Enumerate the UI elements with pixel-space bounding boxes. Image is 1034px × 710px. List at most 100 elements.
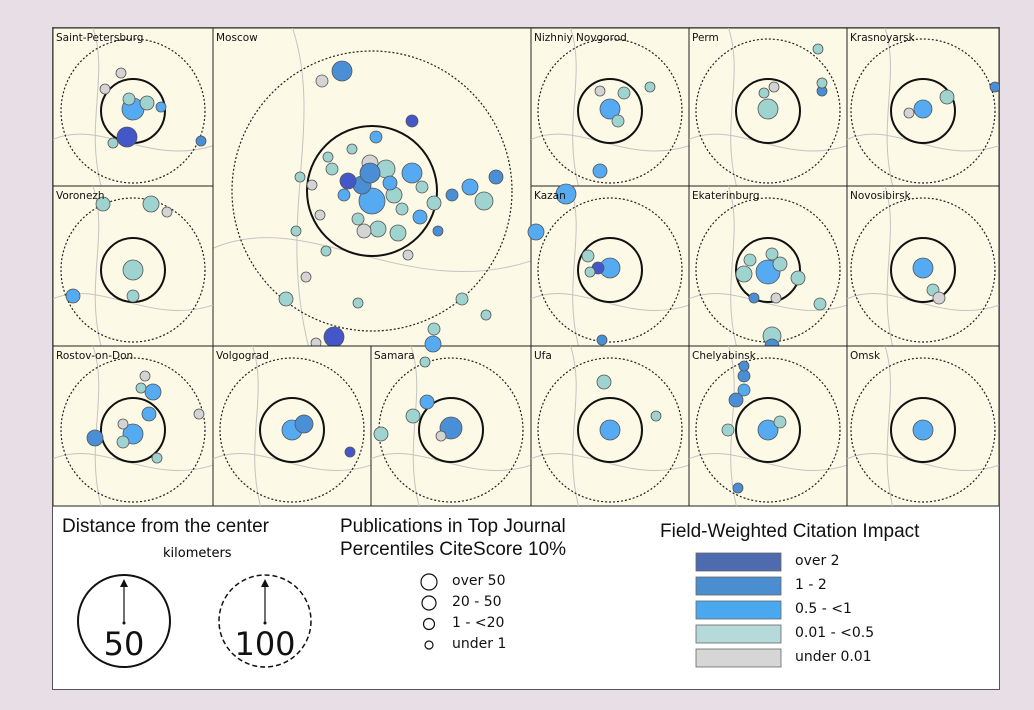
ring-50km bbox=[577, 237, 643, 303]
ring-50km bbox=[890, 397, 956, 463]
research-institution-marker bbox=[369, 220, 387, 238]
city-label-nizhniy-novgorod: Nizhniy Novgorod bbox=[534, 32, 627, 44]
research-institution-marker bbox=[932, 291, 946, 305]
research-institution-marker bbox=[122, 92, 136, 106]
research-institution-marker bbox=[480, 309, 492, 321]
research-institution-marker bbox=[650, 410, 662, 422]
distance-legend-circle-50: 50 bbox=[77, 574, 171, 668]
ring-100km bbox=[695, 357, 841, 503]
city-panel-voronezh: Voronezh bbox=[52, 185, 214, 347]
research-institution-marker bbox=[352, 297, 364, 309]
city-label-rostov-on-don: Rostov-on-Don bbox=[56, 350, 133, 362]
city-panel-saint-petersburg: Saint-Petersburg bbox=[52, 27, 214, 187]
city-panel-moscow: Moscow bbox=[212, 27, 532, 349]
research-institution-marker bbox=[115, 67, 127, 79]
ring-100km bbox=[850, 357, 996, 503]
research-institution-marker bbox=[346, 143, 358, 155]
research-institution-marker bbox=[772, 256, 788, 272]
ring-50km bbox=[890, 237, 956, 303]
research-institution-marker bbox=[816, 77, 828, 89]
research-institution-marker bbox=[419, 356, 431, 368]
research-institution-marker bbox=[373, 426, 389, 442]
ring-100km bbox=[219, 357, 365, 503]
research-institution-marker bbox=[351, 212, 365, 226]
research-institution-marker bbox=[989, 81, 1001, 93]
ring-100km bbox=[60, 357, 206, 503]
research-institution-marker bbox=[419, 394, 435, 410]
region-boundary bbox=[728, 27, 737, 187]
research-institution-marker bbox=[155, 101, 167, 113]
arrow-head bbox=[261, 579, 269, 587]
city-panel-perm: Perm bbox=[688, 27, 848, 187]
ring-50km bbox=[259, 397, 325, 463]
city-panel-ufa: Ufa bbox=[530, 345, 690, 507]
research-institution-marker bbox=[369, 130, 383, 144]
research-institution-marker bbox=[382, 175, 398, 191]
fwci-legend-title: Field-Weighted Citation Impact bbox=[660, 521, 920, 542]
fwci-legend-0-5-1-label: 0.5 - <1 bbox=[795, 601, 852, 617]
research-institution-marker bbox=[117, 418, 129, 430]
city-panel-rostov-on-don: Rostov-on-Don bbox=[52, 345, 214, 507]
research-institution-marker bbox=[278, 291, 294, 307]
research-institution-marker bbox=[300, 271, 312, 283]
fwci-legend-over-2-label: over 2 bbox=[795, 553, 840, 569]
research-institution-marker bbox=[344, 446, 356, 458]
city-label-ekaterinburg: Ekaterinburg bbox=[692, 190, 760, 202]
research-institution-marker bbox=[790, 270, 806, 286]
research-institution-marker bbox=[721, 423, 735, 437]
research-institution-marker bbox=[135, 382, 147, 394]
research-institution-marker bbox=[358, 187, 386, 215]
research-institution-marker bbox=[728, 392, 744, 408]
city-label-krasnoyarsk: Krasnoyarsk bbox=[850, 32, 916, 44]
research-institution-marker bbox=[592, 163, 608, 179]
research-institution-marker bbox=[527, 223, 545, 241]
region-boundary bbox=[252, 345, 261, 507]
research-institution-marker bbox=[488, 169, 504, 185]
research-institution-marker bbox=[757, 419, 779, 441]
research-institution-marker bbox=[193, 408, 205, 420]
distance-legend-title: Distance from the center bbox=[62, 516, 269, 537]
ring-50km bbox=[890, 78, 956, 144]
ring-100km bbox=[60, 38, 206, 184]
ring-50km bbox=[577, 78, 643, 144]
research-institution-marker bbox=[757, 98, 779, 120]
research-institution-marker bbox=[644, 81, 656, 93]
arrow-head bbox=[120, 579, 128, 587]
city-label-ufa: Ufa bbox=[534, 350, 552, 362]
research-institution-marker bbox=[738, 360, 750, 372]
ring-100km bbox=[537, 197, 683, 343]
publications-size-symbol bbox=[422, 617, 436, 631]
research-institution-marker bbox=[426, 195, 442, 211]
fwci-legend-0-01-0-5-label: 0.01 - <0.5 bbox=[795, 625, 875, 641]
city-panels-map: Saint-Petersburg Moscow Nizhniy Novgorod Pe… bbox=[52, 27, 1001, 668]
research-institution-marker bbox=[599, 419, 621, 441]
research-institution-marker bbox=[913, 99, 933, 119]
city-label-samara: Samara bbox=[374, 350, 415, 362]
research-institution-marker bbox=[322, 151, 334, 163]
ring-50km bbox=[418, 397, 484, 463]
region-boundary bbox=[92, 27, 102, 187]
region-boundary bbox=[570, 345, 579, 507]
research-institution-marker bbox=[427, 322, 441, 336]
city-label-perm: Perm bbox=[692, 32, 719, 44]
research-institution-marker bbox=[617, 86, 631, 100]
city-panel-krasnoyarsk: Krasnoyarsk bbox=[846, 27, 1001, 187]
research-institution-marker bbox=[402, 249, 414, 261]
map-frame: Saint-Petersburg Moscow Nizhniy Novgorod Pe… bbox=[52, 27, 1001, 690]
fwci-legend-under-0-01-label: under 0.01 bbox=[795, 649, 872, 665]
research-institution-marker bbox=[768, 81, 780, 93]
research-institution-marker bbox=[86, 429, 104, 447]
publications-legend-under-1: under 1 bbox=[452, 636, 507, 652]
region-boundary bbox=[884, 27, 894, 187]
research-institution-marker bbox=[331, 60, 353, 82]
research-institution-marker bbox=[356, 223, 372, 239]
distance-value-label: 100 bbox=[234, 625, 295, 663]
research-institution-marker bbox=[116, 435, 130, 449]
fwci-swatch bbox=[695, 624, 782, 644]
research-institution-marker bbox=[294, 414, 314, 434]
research-institution-marker bbox=[325, 162, 339, 176]
region-boundary bbox=[884, 345, 894, 507]
research-institution-marker bbox=[405, 408, 421, 424]
publications-size-symbol bbox=[420, 573, 438, 591]
city-panel-chelyabinsk: Chelyabinsk bbox=[688, 345, 848, 507]
